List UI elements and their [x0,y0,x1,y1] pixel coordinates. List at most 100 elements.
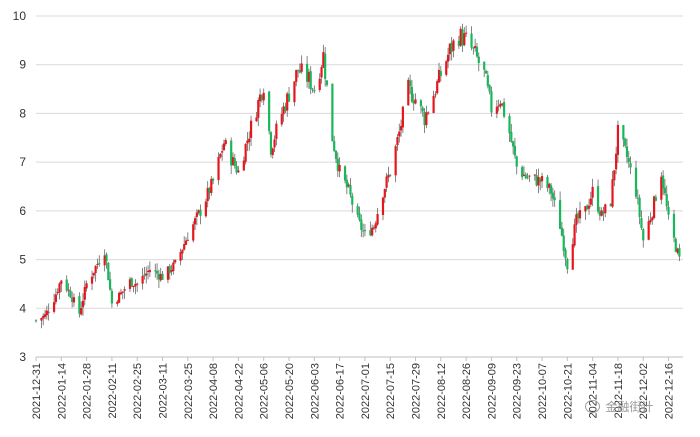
candle-body [273,139,276,148]
candle-body [174,260,177,263]
x-tick-label: 2022-04-22 [233,363,245,419]
candle-body [78,296,81,314]
candle-body [654,197,657,201]
candle-body [596,186,600,212]
candle-body [522,174,526,176]
candle-body [136,283,139,285]
x-tick-label: 2022-02-11 [107,363,119,418]
candle-body [172,262,175,271]
candle-body [155,270,159,274]
x-tick-label: 2022-01-28 [82,363,94,419]
candle-body [206,188,209,202]
candle-body [45,310,48,316]
candle-body [262,92,265,101]
y-tick-label: 3 [19,350,26,364]
candle-body [524,174,527,179]
candle-body [548,183,551,188]
candle-body [376,214,379,225]
candle-body [374,223,377,229]
candle-body [141,275,144,284]
candle-body [34,320,38,322]
x-tick-label: 2022-06-03 [309,363,321,419]
candle-body [369,230,372,236]
candle-body [372,227,376,229]
candle-body [224,140,227,144]
candle-body [360,219,363,230]
candle-body [192,224,195,241]
candle-body [559,200,562,229]
candle-body [450,42,453,52]
candle-body [325,80,329,86]
candle-body [412,100,415,104]
candle-body [539,178,542,183]
candle-body [533,174,536,176]
candle-body [387,174,390,178]
candle-body [219,153,222,158]
candle-body [615,153,618,170]
x-tick-label: 2022-07-15 [385,363,397,419]
candle-body [672,213,676,238]
candle-body [613,170,616,181]
candle-body [634,167,638,197]
x-tick-label: 2022-07-01 [360,363,372,419]
candle-body [463,33,466,46]
x-tick-label: 2022-02-25 [132,363,144,419]
candle-body [343,166,347,181]
candle-body [665,194,668,207]
candle-body [324,53,327,79]
candle-body [356,206,359,215]
candle-body [96,263,99,265]
candle-body [107,262,110,281]
candle-body [230,140,233,166]
candle-body [249,120,253,138]
candle-body [540,176,544,182]
candle-body [56,292,59,294]
candle-body [427,112,430,114]
candle-body [305,63,309,82]
candle-body [67,289,70,291]
candle-body [298,70,301,73]
candle-body [287,93,291,102]
candle-body [537,176,540,186]
candle-body [92,272,95,276]
candle-body [484,70,488,74]
candle-body [461,29,464,46]
candle-body [577,213,580,219]
x-tick-label: 2022-05-20 [284,363,296,419]
candle-body [52,302,56,312]
candle-body [246,140,249,144]
candle-body [521,167,524,178]
candle-body [512,141,515,147]
candle-body [244,143,247,162]
wechat-icon [585,400,600,413]
candle-body [204,201,207,217]
x-tick-label: 2021-12-31 [31,363,43,419]
x-tick-label: 2022-09-23 [512,363,524,419]
candle-body [293,81,296,103]
candle-body [432,95,435,114]
candle-body [381,197,385,215]
candle-body [474,46,477,49]
candle-body [333,141,336,151]
candle-body [410,86,414,102]
candle-body [508,115,511,134]
candle-body [132,285,135,288]
candle-body [72,297,76,303]
y-tick-label: 5 [19,253,26,267]
candle-body [399,125,403,131]
candle-body [423,111,426,126]
candle-body [65,279,68,291]
candle-body [119,292,123,295]
candle-body [331,83,334,142]
candle-body [300,63,303,72]
candle-body [483,61,486,70]
candle-body [170,270,173,272]
x-tick-label: 2022-08-12 [436,363,448,419]
y-axis-ticks: 3 4 5 6 7 8 9 10 [13,9,27,364]
candle-body [674,238,677,252]
candle-body [123,289,126,291]
y-tick-label: 10 [13,9,27,23]
candle-body [578,210,582,219]
x-tick-label: 2022-11-18 [613,363,625,418]
